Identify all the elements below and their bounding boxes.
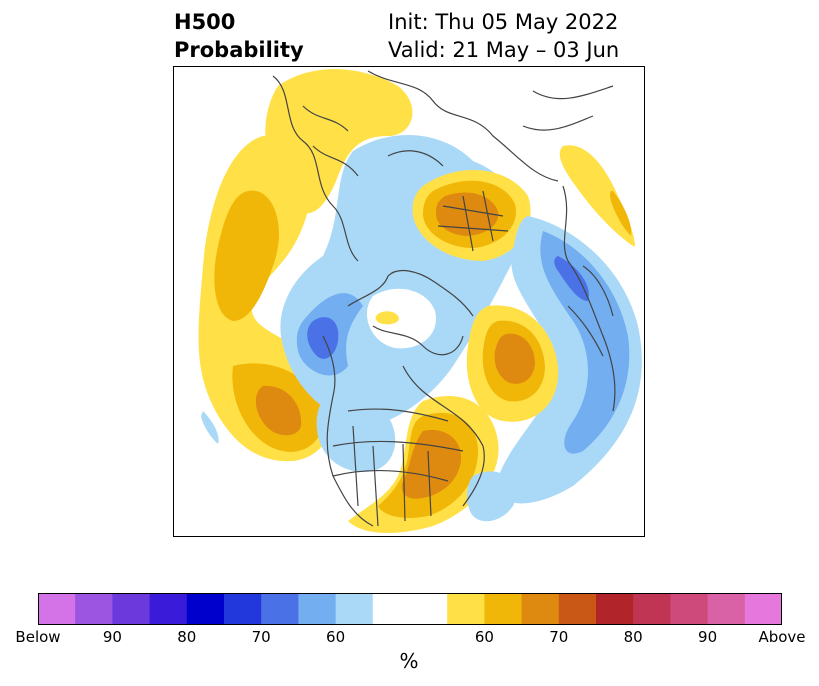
anomaly-pacific-sliver <box>201 411 219 444</box>
colorbar-segment <box>112 593 151 625</box>
colorbar-segment <box>596 593 634 625</box>
colorbar-segment <box>558 593 597 625</box>
colorbar-segment <box>335 593 374 625</box>
colorbar-segment <box>261 593 299 625</box>
colorbar-segment <box>38 593 76 625</box>
colorbar-segment <box>447 593 485 625</box>
colorbar-segment <box>224 593 262 625</box>
colorbar-tick-label: Below <box>15 628 61 646</box>
valid-range: Valid: 21 May – 03 Jun <box>388 38 620 62</box>
colorbar-segment <box>186 593 225 625</box>
colorbar-segment <box>298 593 337 625</box>
colorbar-tick-label: 60 <box>474 628 494 646</box>
colorbar-segment <box>633 593 671 625</box>
anomaly-arctic-blue <box>307 317 339 359</box>
colorbar-segment <box>744 593 782 625</box>
colorbar-tick-label: 80 <box>623 628 643 646</box>
anomaly-namerica-orange <box>401 429 462 499</box>
anomaly-arctic-white <box>366 288 436 349</box>
colorbar-segment <box>372 593 411 625</box>
anomaly-northeast-yellow <box>559 145 635 247</box>
chart-title: H500 Probability <box>174 8 304 64</box>
colorbar-tick-label: 90 <box>698 628 718 646</box>
anomaly-namerica-lightblue <box>316 393 396 472</box>
anomaly-siberia-orange <box>435 192 499 236</box>
colorbar-segment <box>521 593 560 625</box>
colorbar-segment <box>707 593 746 625</box>
colorbar-segment <box>149 593 188 625</box>
colorbar-tick-label: 80 <box>177 628 197 646</box>
anomaly-center-yellow <box>375 311 399 325</box>
colorbar-segment <box>670 593 709 625</box>
colorbar-segment <box>75 593 113 625</box>
coastlines <box>272 70 616 527</box>
colorbar-unit: % <box>399 649 419 673</box>
colorbar-tick-label: 70 <box>251 628 271 646</box>
init-date: Init: Thu 05 May 2022 <box>388 10 619 34</box>
probability-map <box>173 66 645 537</box>
valid-period: Init: Thu 05 May 2022 Valid: 21 May – 03… <box>388 8 619 64</box>
title-line-1: H500 <box>174 10 236 34</box>
colorbar-segment <box>410 593 448 625</box>
anomaly-east-midblue <box>540 231 630 454</box>
title-line-2: Probability <box>174 38 304 62</box>
anomaly-west-gold <box>214 190 279 321</box>
colorbar-tick-label: 90 <box>102 628 122 646</box>
colorbar-segment <box>484 593 523 625</box>
anomaly-northeast-gold <box>609 190 632 236</box>
anomaly-east-blue <box>554 256 589 301</box>
anomaly-atlantic-lightblue <box>467 471 516 522</box>
anomaly-pacific-orange <box>494 333 535 384</box>
colorbar-tick-label: Above <box>758 628 806 646</box>
anomaly-southwest-orange <box>255 385 302 436</box>
colorbar-tick-label: 70 <box>549 628 569 646</box>
colorbar-tick-label: 60 <box>326 628 346 646</box>
colorbar <box>38 593 782 625</box>
